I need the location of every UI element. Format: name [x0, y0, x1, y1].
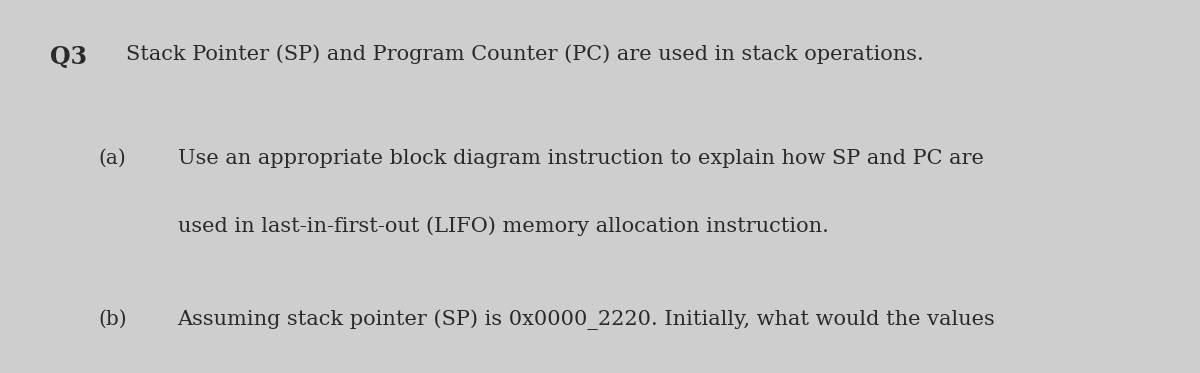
Text: (b): (b) [98, 310, 127, 329]
Text: Assuming stack pointer (SP) is 0x0000_2220. Initially, what would the values: Assuming stack pointer (SP) is 0x0000_22… [178, 310, 995, 330]
Text: Stack Pointer (SP) and Program Counter (PC) are used in stack operations.: Stack Pointer (SP) and Program Counter (… [126, 45, 924, 65]
Text: Q3: Q3 [50, 45, 88, 69]
Text: Use an appropriate block diagram instruction to explain how SP and PC are: Use an appropriate block diagram instruc… [178, 149, 984, 168]
Text: (a): (a) [98, 149, 126, 168]
Text: used in last-in-first-out (LIFO) memory allocation instruction.: used in last-in-first-out (LIFO) memory … [178, 216, 828, 236]
